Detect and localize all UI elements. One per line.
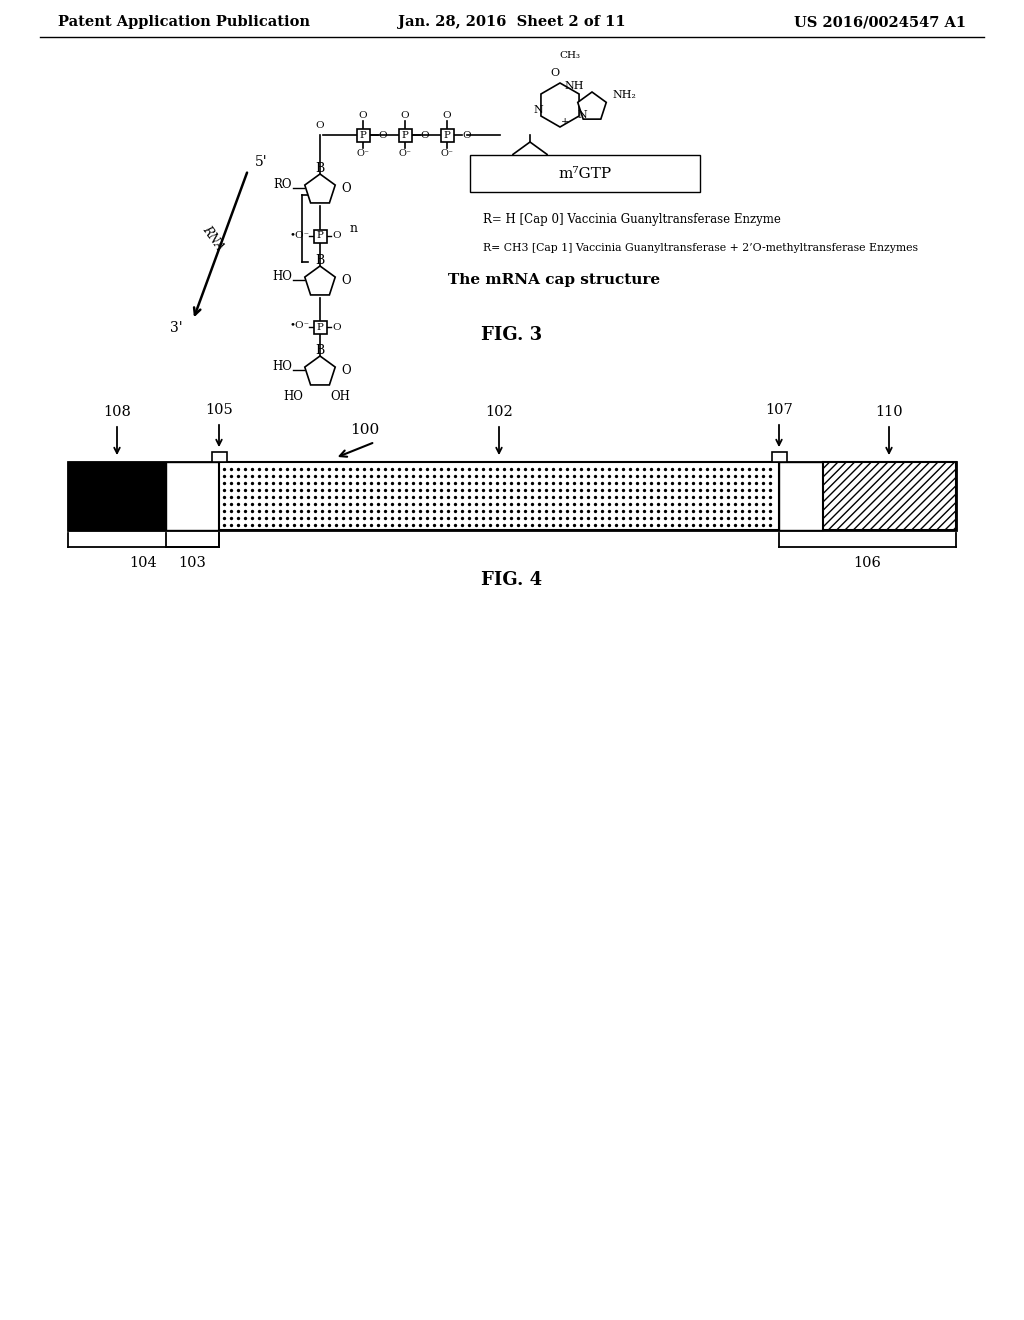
Text: HO: HO (283, 389, 303, 403)
Text: 5': 5' (255, 154, 267, 169)
Text: NH₂: NH₂ (612, 90, 636, 100)
Text: RNA: RNA (200, 223, 226, 253)
Text: O: O (341, 363, 350, 376)
Polygon shape (541, 83, 579, 127)
Text: •O⁻: •O⁻ (290, 231, 310, 239)
Polygon shape (578, 92, 606, 119)
Text: 103: 103 (178, 556, 207, 570)
Text: O: O (341, 273, 350, 286)
Text: O⁻: O⁻ (356, 149, 370, 158)
Text: O: O (442, 111, 452, 120)
Text: 108: 108 (103, 405, 131, 418)
Text: 104: 104 (130, 556, 158, 570)
Text: RO: RO (273, 178, 292, 191)
Text: O: O (551, 69, 559, 78)
Text: HO: HO (272, 271, 292, 284)
Text: O: O (421, 131, 429, 140)
Text: FIG. 4: FIG. 4 (481, 572, 543, 589)
Text: •O⁻: •O⁻ (290, 322, 310, 330)
Text: 100: 100 (350, 422, 379, 437)
Text: O: O (463, 131, 471, 140)
Text: The mRNA cap structure: The mRNA cap structure (449, 273, 660, 286)
Text: 3': 3' (170, 321, 183, 335)
Text: R= CH3 [Cap 1] Vaccinia Guanyltransferase + 2’O-methyltransferase Enzymes: R= CH3 [Cap 1] Vaccinia Guanyltransferas… (483, 243, 918, 253)
Bar (212, 451, 226, 462)
Text: +: + (561, 117, 569, 127)
Text: HO: HO (511, 182, 529, 191)
Text: P: P (316, 322, 324, 331)
Text: 105: 105 (205, 403, 232, 417)
Polygon shape (305, 356, 335, 385)
Bar (166, 462, 219, 531)
Polygon shape (513, 143, 547, 174)
Text: OH: OH (532, 182, 552, 191)
Text: P: P (443, 131, 451, 140)
Text: NH: NH (564, 81, 584, 91)
Text: O⁻: O⁻ (398, 149, 412, 158)
Text: CH₃: CH₃ (559, 50, 581, 59)
Text: O⁻: O⁻ (440, 149, 454, 158)
Text: US 2016/0024547 A1: US 2016/0024547 A1 (794, 15, 966, 29)
Text: P: P (401, 131, 409, 140)
Bar (68, 462, 166, 531)
Text: HO: HO (272, 360, 292, 374)
Text: O: O (341, 181, 350, 194)
Text: 110: 110 (876, 405, 903, 418)
Text: R= H [Cap 0] Vaccinia Guanyltransferase Enzyme: R= H [Cap 0] Vaccinia Guanyltransferase … (483, 214, 781, 227)
Text: N: N (578, 110, 587, 120)
Text: P: P (316, 231, 324, 240)
Text: P: P (359, 131, 367, 140)
Text: N: N (534, 106, 543, 115)
Polygon shape (305, 174, 335, 203)
Text: OH: OH (330, 389, 350, 403)
Text: B: B (315, 161, 325, 174)
Bar (470, 154, 700, 191)
Text: 106: 106 (854, 556, 882, 570)
Text: O: O (400, 111, 410, 120)
Text: n: n (350, 222, 358, 235)
Bar (356, 128, 370, 141)
Bar (779, 462, 823, 531)
Bar (219, 462, 779, 531)
Text: Patent Application Publication: Patent Application Publication (58, 15, 310, 29)
Text: FIG. 3: FIG. 3 (481, 326, 543, 345)
Bar (313, 321, 327, 334)
Text: O: O (358, 111, 368, 120)
Text: O: O (315, 121, 325, 131)
Bar (823, 462, 956, 531)
Bar (68, 462, 956, 531)
Bar (771, 451, 786, 462)
Text: Jan. 28, 2016  Sheet 2 of 11: Jan. 28, 2016 Sheet 2 of 11 (398, 15, 626, 29)
Text: B: B (315, 343, 325, 356)
Text: O: O (379, 131, 387, 140)
Polygon shape (305, 267, 335, 294)
Bar (313, 230, 327, 243)
Text: O: O (332, 231, 341, 240)
Bar (398, 128, 412, 141)
Text: 107: 107 (765, 403, 793, 417)
Text: 102: 102 (485, 405, 513, 418)
Text: B: B (315, 253, 325, 267)
Text: m⁷GTP: m⁷GTP (558, 166, 611, 181)
Bar (440, 128, 454, 141)
Text: O: O (332, 322, 341, 331)
